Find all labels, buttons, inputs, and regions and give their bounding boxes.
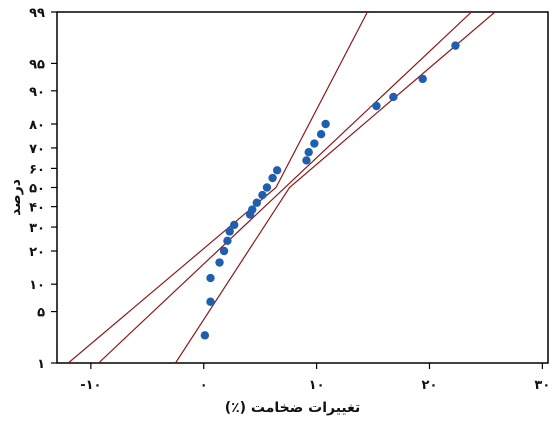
data-point [206,273,215,283]
y-tick-label: ۵ [37,306,45,321]
y-tick-label: ۹۹ [29,6,45,21]
confidence-band [67,12,496,363]
y-tick-label: ۴۰ [29,201,45,216]
data-point [268,173,277,183]
y-tick-label: ۱۰ [29,278,45,293]
data-point [225,227,234,236]
y-tick-label: ۲۰ [29,245,45,260]
y-tick-label: ۹۰ [29,85,45,100]
x-tick-label: ۱۰ [309,378,325,393]
data-point [258,190,267,200]
x-tick-label: ۰ [200,378,208,393]
data-point [316,130,326,139]
data-point [451,41,460,50]
x-axis-ticks: -۱۰ ۰ ۱۰ ۲۰ ۳۰ [80,363,550,393]
data-point [304,148,313,157]
data-point [302,156,311,165]
data-point [252,198,261,207]
data-point [206,297,215,306]
data-point [215,258,224,267]
data-point [248,205,257,214]
y-tick-label: ۱ [37,357,45,372]
fit-line [98,12,472,363]
data-points [200,41,460,340]
data-point [230,220,239,230]
data-point [389,92,398,102]
data-point [310,139,319,148]
ci-line-lower [175,12,496,363]
ci-line-upper [67,12,368,363]
y-tick-label: ۹۵ [29,57,45,72]
x-tick-label: ۳۰ [534,378,550,393]
x-axis-title: تغییرات ضخامت (٪) [225,400,361,416]
y-tick-label: ۸۰ [29,118,45,133]
x-tick-label: ۲۰ [422,378,438,393]
y-tick-label: ۵۰ [29,182,45,197]
data-point [262,183,272,192]
y-tick-label: ۶۰ [29,162,45,177]
y-tick-label: ۳۰ [29,221,45,236]
data-point [223,236,232,245]
x-tick-label: -۱۰ [80,378,101,393]
data-point [418,74,427,84]
y-axis-ticks: ۱ ۵ ۱۰ ۲۰ ۳۰ ۴۰ ۵۰ ۶۰ ۷۰ ۸۰ ۹۰ ۹۵ ۹۹ [29,6,57,372]
data-point [372,101,381,111]
y-axis-title: درصد [8,179,24,216]
y-tick-label: ۷۰ [29,142,45,157]
data-point [200,331,210,340]
data-point [321,119,330,129]
data-point [272,166,282,175]
fit-line-group [98,12,472,363]
data-point [219,246,229,256]
